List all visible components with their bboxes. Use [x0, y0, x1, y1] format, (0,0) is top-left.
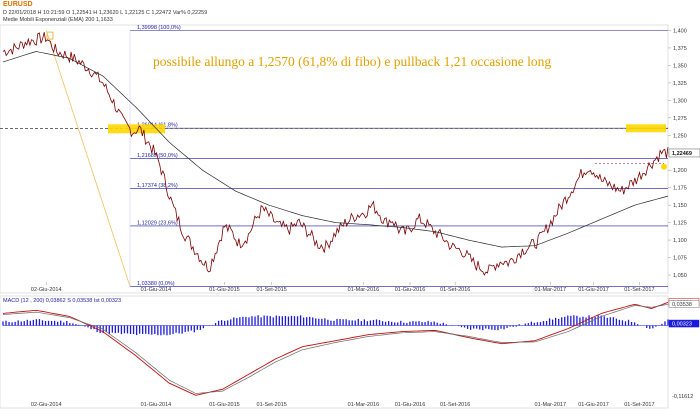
y-tick-label: 1,100 [673, 238, 687, 244]
signal-line [2, 303, 669, 394]
fib-diagonal [45, 30, 131, 287]
fib-level-label: 1,39998 (100,0%) [137, 25, 181, 31]
macd-x-label: 01-Set-2016 [440, 402, 470, 408]
highlight-boxes [46, 31, 666, 134]
y-tick-label: 1,275 [673, 116, 687, 122]
ema-series [2, 51, 669, 248]
ema-line [2, 51, 669, 248]
fib-level-label: 1,17374 (38,2%) [137, 183, 178, 189]
last-price: 1,22469 [595, 148, 700, 170]
macd-y-label: 0,00323 [672, 322, 692, 328]
ohlc-info: D 22/01/2018 H 10:21:59 O 1,22541 H 1,23… [3, 10, 207, 16]
x-tick-label: 02-Giu-2014 [31, 287, 62, 293]
macd-x-label: 01-Giu-2017 [578, 402, 609, 408]
y-tick-label: 1,250 [673, 133, 687, 139]
y-tick-label: 1,050 [673, 273, 687, 279]
macd-x-label: 01-Giu-2016 [395, 402, 426, 408]
macd-x-label: 01-Mar-2017 [535, 402, 567, 408]
macd-value-box [668, 300, 700, 308]
y-tick-label: 1,200 [673, 168, 687, 174]
y-tick-label: 1,350 [673, 63, 687, 69]
macd-x-label: 01-Mar-2016 [348, 402, 380, 408]
fib-swing-line [45, 30, 131, 287]
y-tick-label: 1,300 [673, 98, 687, 104]
x-tick-label: 01-Mar-2017 [535, 287, 567, 293]
macd-x-label: 02-Giu-2014 [31, 402, 62, 408]
signal-series [2, 303, 669, 394]
y-tick-label: 1,375 [673, 46, 687, 52]
y-tick-label: 1,400 [673, 28, 687, 34]
x-tick-label: 01-Set-2017 [624, 287, 654, 293]
x-tick-label: 01-Giu-2015 [209, 287, 240, 293]
macd-y-label: -0,11612 [672, 394, 693, 400]
last-price-box [668, 148, 700, 158]
macd-pane: MACD (12 , 200) 0,03862 S 0,03538 Ist 0,… [0, 295, 700, 409]
macd-y-label: 0,03538 [672, 302, 692, 308]
macd-value-box [668, 319, 700, 328]
top-marker-box [46, 31, 54, 40]
pullback-marker [661, 163, 667, 170]
y-tick-label: 1,325 [673, 81, 687, 87]
x-tick-label: 01-Giu-2016 [395, 287, 426, 293]
macd-x-label: 01-Giu-2015 [209, 402, 240, 408]
macd-pane-frame [0, 295, 669, 409]
y-axis-ticks: 1,4001,3751,3501,3251,3001,2751,2501,225… [668, 28, 687, 279]
main-pane-frame [0, 24, 669, 294]
ema-legend: Medie Mobili Esponenziali (EMA) 200 1,16… [3, 17, 113, 23]
macd-x-label: 01-Set-2017 [624, 402, 654, 408]
macd-x-label: 01-Set-2015 [257, 402, 287, 408]
x-tick-label: 01-Set-2015 [257, 287, 287, 293]
y-tick-label: 1,150 [673, 203, 687, 209]
last-price-label: 1,22469 [672, 151, 692, 157]
x-tick-label: 01-Giu-2014 [141, 287, 172, 293]
main-pane: 1,4001,3751,3501,3251,3001,2751,2501,225… [0, 24, 700, 294]
macd-x-ticks: 02-Giu-2014 01-Giu-2014 01-Giu-2015 01-Set-… [31, 402, 655, 408]
annotation-text: possibile allungo a 1,2570 (61,8% di fib… [153, 54, 551, 69]
macd-series [2, 301, 669, 396]
price-line [2, 32, 669, 276]
y-tick-label: 1,175 [673, 186, 687, 192]
highlight-box-right [626, 124, 666, 133]
macd-x-label: 01-Giu-2014 [141, 402, 172, 408]
price-series [2, 32, 669, 276]
y-tick-label: 1,125 [673, 221, 687, 227]
highlight-box-left [108, 124, 165, 134]
macd-line [2, 301, 669, 396]
x-tick-label: 01-Set-2016 [440, 287, 470, 293]
y-tick-label: 1,075 [673, 256, 687, 262]
fib-level-label: 1,12029 (23,6%) [137, 220, 178, 226]
x-tick-label: 01-Mar-2016 [348, 287, 380, 293]
macd-histogram [2, 315, 669, 336]
symbol-title: EURUSD [3, 1, 33, 8]
macd-legend: MACD (12 , 200) 0,03862 S 0,03538 Ist 0,… [3, 298, 121, 304]
x-tick-label: 01-Giu-2017 [578, 287, 609, 293]
x-axis-ticks: 02-Giu-2014 01-Giu-2014 01-Giu-2015 01-Set-… [31, 282, 655, 293]
